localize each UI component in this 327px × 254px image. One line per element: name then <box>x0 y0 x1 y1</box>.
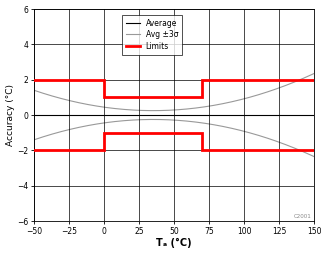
Legend: Average, Avg ±3σ, Limits: Average, Avg ±3σ, Limits <box>122 15 182 55</box>
Y-axis label: Accuracy (°C): Accuracy (°C) <box>6 84 15 146</box>
X-axis label: Tₐ (°C): Tₐ (°C) <box>156 238 192 248</box>
Text: C2001: C2001 <box>294 214 311 219</box>
